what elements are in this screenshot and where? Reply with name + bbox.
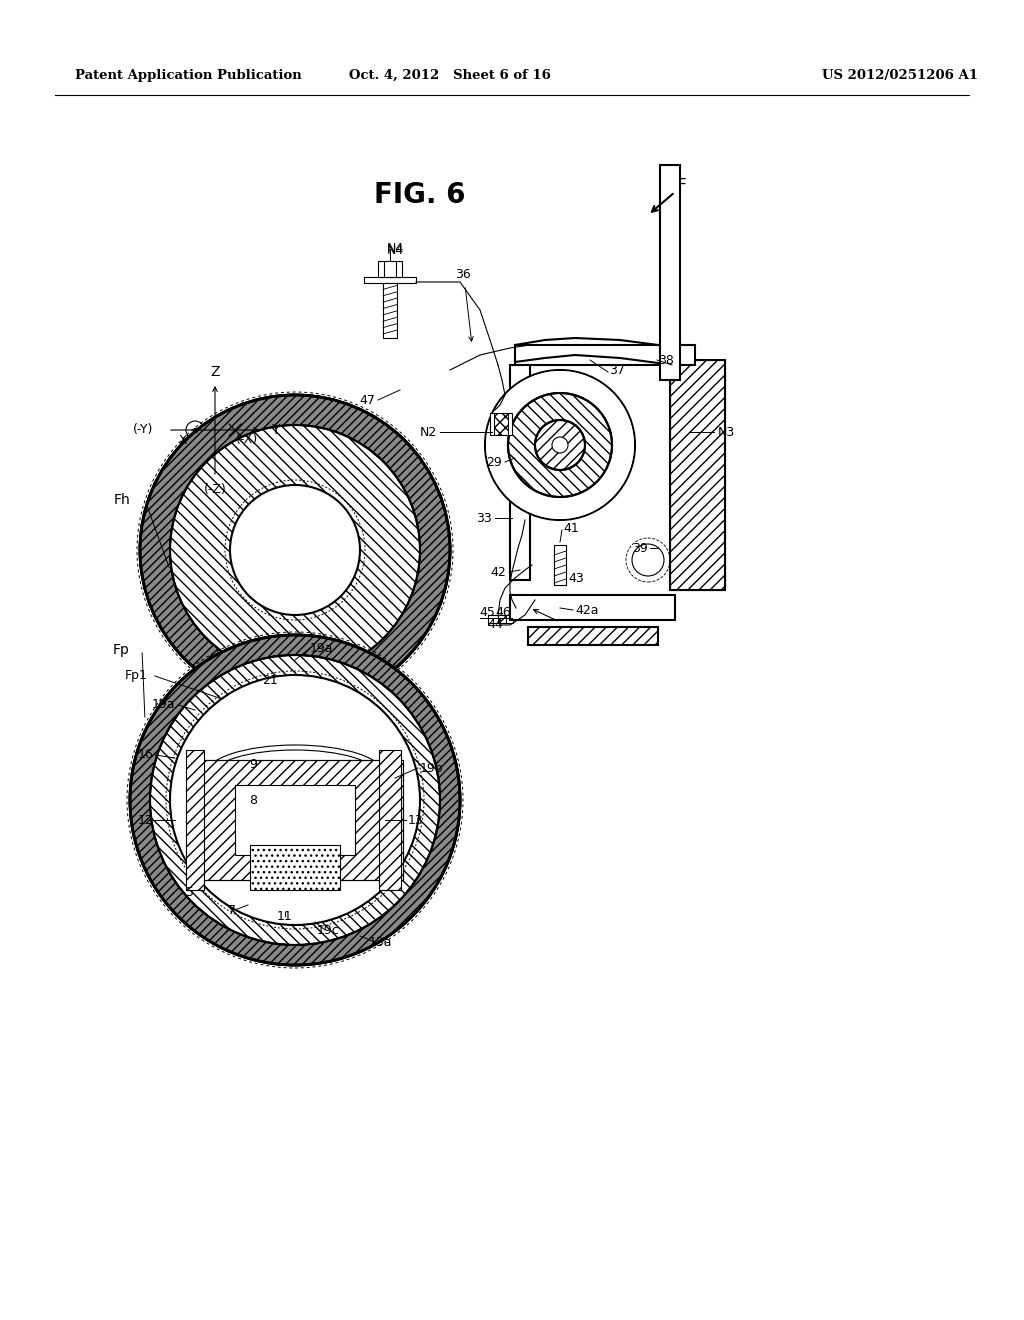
Bar — [554, 545, 566, 585]
Bar — [379, 750, 400, 890]
Text: 45: 45 — [479, 606, 495, 619]
Bar — [498, 615, 506, 623]
Text: 7: 7 — [228, 903, 236, 916]
Text: 19a: 19a — [310, 642, 334, 655]
Text: 39: 39 — [632, 541, 648, 554]
Circle shape — [486, 371, 634, 519]
Bar — [187, 760, 402, 880]
Text: 12: 12 — [137, 813, 153, 826]
Text: X: X — [178, 433, 187, 446]
Circle shape — [170, 675, 420, 925]
Bar — [510, 595, 675, 620]
Text: Y: Y — [270, 422, 280, 437]
Text: 37: 37 — [609, 363, 625, 376]
Circle shape — [508, 393, 612, 498]
Circle shape — [140, 395, 450, 705]
Text: 36: 36 — [455, 268, 471, 281]
Circle shape — [485, 370, 635, 520]
Text: 21: 21 — [262, 673, 278, 686]
Text: 33: 33 — [476, 511, 492, 524]
Bar — [510, 366, 530, 579]
Bar — [364, 277, 416, 282]
Circle shape — [150, 655, 440, 945]
Text: Oct. 4, 2012   Sheet 6 of 16: Oct. 4, 2012 Sheet 6 of 16 — [349, 69, 551, 82]
Text: 38: 38 — [658, 354, 674, 367]
Bar — [528, 627, 658, 645]
Text: Fh: Fh — [114, 492, 130, 507]
Text: 41: 41 — [563, 521, 579, 535]
Circle shape — [632, 544, 664, 576]
Text: N4: N4 — [386, 243, 403, 256]
Text: US 2012/0251206 A1: US 2012/0251206 A1 — [822, 69, 978, 82]
Circle shape — [230, 484, 360, 615]
Circle shape — [130, 635, 460, 965]
Circle shape — [170, 675, 420, 925]
Bar — [670, 360, 725, 590]
Bar — [660, 165, 680, 380]
Circle shape — [535, 420, 585, 470]
Bar — [488, 615, 513, 623]
Text: Patent Application Publication: Patent Application Publication — [75, 69, 302, 82]
Text: Z: Z — [210, 366, 220, 379]
Bar — [383, 282, 397, 338]
Bar — [490, 413, 512, 436]
Text: FIG. 6: FIG. 6 — [374, 181, 466, 209]
Text: (-Y): (-Y) — [133, 424, 153, 437]
Circle shape — [170, 425, 420, 675]
Text: 43: 43 — [568, 572, 584, 585]
Circle shape — [535, 420, 585, 470]
Text: 16: 16 — [137, 748, 153, 762]
Text: 9: 9 — [249, 759, 257, 771]
Text: F: F — [678, 177, 686, 193]
Circle shape — [552, 437, 568, 453]
Text: 8: 8 — [249, 793, 257, 807]
Text: (-Z): (-Z) — [204, 483, 226, 496]
Text: 5: 5 — [186, 886, 194, 899]
Circle shape — [552, 437, 568, 453]
Text: Fp: Fp — [113, 643, 130, 657]
Bar — [250, 845, 340, 890]
Bar — [187, 760, 402, 880]
Text: (-X): (-X) — [236, 433, 258, 446]
Text: 46: 46 — [496, 606, 511, 619]
Circle shape — [130, 635, 460, 965]
Bar — [670, 360, 725, 590]
Bar — [234, 785, 355, 855]
Circle shape — [150, 655, 440, 945]
Text: N4: N4 — [386, 242, 403, 255]
Text: 19a: 19a — [152, 698, 175, 711]
Text: Fp1: Fp1 — [125, 668, 148, 681]
Circle shape — [140, 395, 450, 705]
Bar — [378, 261, 402, 277]
Bar — [528, 627, 658, 645]
Text: 13a: 13a — [369, 936, 392, 949]
Bar — [515, 345, 695, 366]
Text: 13: 13 — [408, 813, 424, 826]
Text: 42: 42 — [490, 565, 506, 578]
Text: 19c: 19c — [316, 924, 339, 936]
Text: N2: N2 — [420, 425, 437, 438]
Circle shape — [230, 484, 360, 615]
Text: 47: 47 — [359, 393, 375, 407]
Text: 11: 11 — [278, 909, 293, 923]
Text: 42a: 42a — [575, 603, 598, 616]
Bar — [494, 413, 508, 436]
Circle shape — [170, 425, 420, 675]
Text: N3: N3 — [718, 425, 735, 438]
Circle shape — [508, 393, 612, 498]
Text: 29: 29 — [486, 455, 502, 469]
Bar — [185, 750, 204, 890]
Text: 44: 44 — [487, 619, 503, 631]
Text: 19b: 19b — [420, 762, 443, 775]
